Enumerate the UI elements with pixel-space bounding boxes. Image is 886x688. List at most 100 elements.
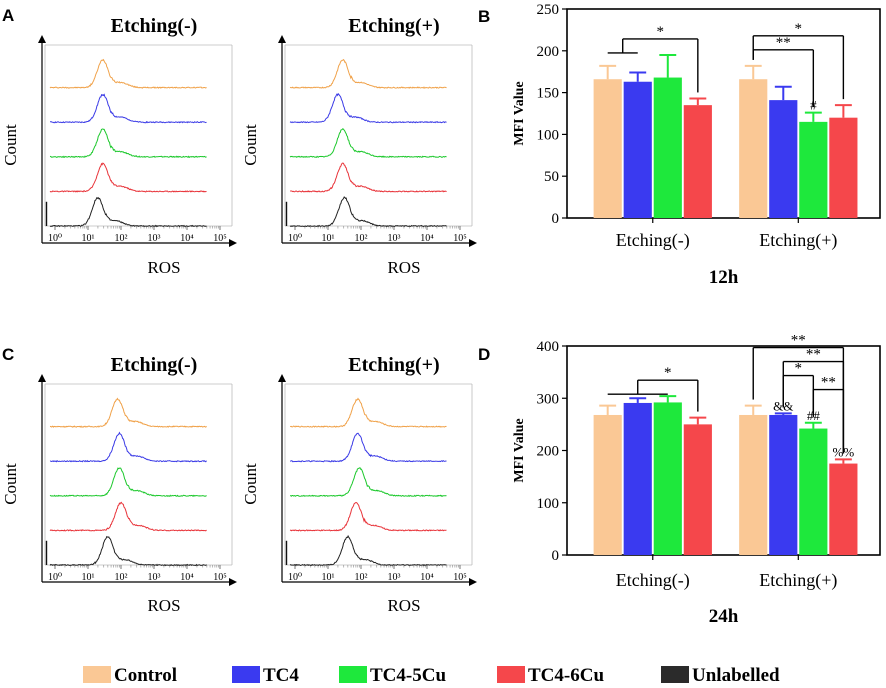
- bar-chart-b-12h: 0 50 100 150 200 250 MFI Value Etching(-) Etchin…: [512, 2, 881, 288]
- x-tick-label: 10⁵: [453, 572, 467, 583]
- y-tick-label: 100: [537, 496, 560, 512]
- y-tick-label: 150: [537, 86, 560, 102]
- trace-tc4_6cu: [290, 162, 447, 193]
- legend-label-unlabelled: Unlabelled: [692, 665, 780, 686]
- sig-star: *: [795, 21, 803, 37]
- bar-1-0: [739, 79, 768, 218]
- y-tick-label: 250: [537, 2, 560, 18]
- panel-letter-a: A: [2, 6, 14, 25]
- chart-title: 12h: [709, 267, 739, 288]
- group-label: Etching(+): [759, 230, 837, 251]
- sig-star: *: [657, 24, 665, 40]
- x-tick-label: 10⁵: [213, 233, 227, 244]
- x-tick-label: 10³: [388, 572, 401, 583]
- x-tick-label: 10³: [388, 233, 401, 244]
- x-tick-label: 10¹: [322, 572, 335, 583]
- y-tick-label: 50: [544, 169, 559, 185]
- bar-0-1: [623, 402, 652, 555]
- group-label: Etching(-): [616, 570, 690, 591]
- trace-tc4_5cu: [289, 127, 447, 158]
- bar-1-3: [829, 463, 858, 555]
- x-axis-label: ROS: [387, 596, 420, 615]
- x-tick-label: 10¹: [322, 233, 335, 244]
- histogram-title: Etching(-): [111, 15, 198, 37]
- x-tick-label: 10⁴: [420, 572, 434, 583]
- legend-swatch-tc4: [232, 666, 260, 683]
- legend-swatch-unlabelled: [661, 666, 689, 683]
- x-tick-label: 10²: [355, 233, 368, 244]
- x-tick-label: 10²: [355, 572, 368, 583]
- trace-unlabelled: [49, 535, 207, 567]
- group-label: Etching(+): [759, 570, 837, 591]
- plot-frame: [566, 8, 881, 219]
- sig-star: **: [791, 333, 806, 349]
- x-tick-label: 10³: [148, 572, 161, 583]
- x-tick-label: 10⁰: [48, 572, 62, 583]
- x-tick-label: 10²: [115, 233, 128, 244]
- x-axis-label: ROS: [147, 596, 180, 615]
- trace-tc4_5cu: [49, 128, 207, 159]
- bar-0-3: [683, 105, 712, 218]
- x-tick-label: 10⁰: [48, 233, 62, 244]
- legend-label-tc4: TC4: [263, 665, 299, 686]
- y-axis-label: Count: [1, 463, 20, 505]
- x-tick-label: 10⁴: [420, 233, 434, 244]
- sig-star: **: [806, 347, 821, 363]
- bar-chart-d-24h: 0 100 200 300 400 MFI Value Etching(-) Etching(…: [512, 333, 881, 627]
- bar-0-1: [623, 81, 652, 219]
- y-tick-label: 400: [537, 339, 560, 355]
- panel-letter-c: C: [2, 345, 14, 364]
- y-axis-arrow: [38, 35, 46, 43]
- x-axis-label: ROS: [387, 258, 420, 277]
- trace-tc4: [290, 432, 447, 463]
- bar-0-2: [653, 77, 682, 218]
- bar-1-0: [739, 414, 768, 555]
- trace-tc4: [289, 92, 447, 124]
- bar-0-3: [683, 424, 712, 555]
- x-tick-label: 10⁵: [453, 233, 467, 244]
- histogram-title: Etching(+): [348, 15, 439, 37]
- x-axis-label: ROS: [147, 258, 180, 277]
- bar-1-3: [829, 117, 858, 218]
- histogram-title: Etching(+): [348, 354, 439, 376]
- trace-tc4_6cu: [49, 501, 207, 532]
- trace-control: [289, 58, 447, 89]
- bar-0-0: [593, 414, 622, 555]
- x-axis-arrow: [229, 239, 237, 247]
- y-tick-label: 100: [537, 127, 560, 143]
- histogram-c-etching-minus: Etching(-) ROS Count 10⁰ 10¹ 10² 10³ 10⁴ 10⁵: [1, 354, 237, 615]
- x-tick-label: 10⁰: [288, 572, 302, 583]
- x-tick-label: 10⁴: [180, 572, 194, 583]
- y-tick-label: 0: [552, 548, 560, 564]
- trace-control: [49, 58, 207, 89]
- legend-swatch-control: [83, 666, 111, 683]
- y-tick-label: 200: [537, 444, 560, 460]
- x-tick-label: 10⁵: [213, 572, 227, 583]
- legend-label-control: Control: [114, 665, 177, 686]
- x-tick-label: 10²: [115, 572, 128, 583]
- y-tick-label: 0: [552, 211, 560, 227]
- trace-control: [49, 397, 207, 428]
- bar-1-2: [799, 121, 828, 218]
- x-axis-arrow: [229, 578, 237, 586]
- bar-1-1: [769, 414, 798, 555]
- trace-tc4_5cu: [290, 467, 447, 498]
- x-axis-arrow: [469, 239, 477, 247]
- sig-star: *: [795, 361, 803, 377]
- x-axis-arrow: [469, 578, 477, 586]
- histogram-title: Etching(-): [111, 354, 198, 376]
- x-tick-label: 10¹: [82, 572, 95, 583]
- x-tick-label: 10⁴: [180, 233, 194, 244]
- x-tick-label: 10¹: [82, 233, 95, 244]
- trace-tc4_6cu: [49, 162, 207, 193]
- sig-star: **: [776, 35, 791, 51]
- histogram-a-etching-minus: Etching(-) ROS Count 10⁰ 10¹ 10² 10³ 10⁴ 10⁵: [1, 15, 237, 277]
- trace-control: [289, 397, 447, 428]
- trace-unlabelled: [49, 196, 207, 228]
- bar-0-0: [593, 79, 622, 218]
- histogram-c-etching-plus: Etching(+) ROS Count 10⁰ 10¹ 10² 10³ 10⁴ 10⁵: [241, 354, 477, 615]
- trace-tc4_5cu: [49, 467, 207, 497]
- trace-unlabelled: [289, 196, 447, 228]
- legend-swatch-tc4_5cu: [339, 666, 367, 683]
